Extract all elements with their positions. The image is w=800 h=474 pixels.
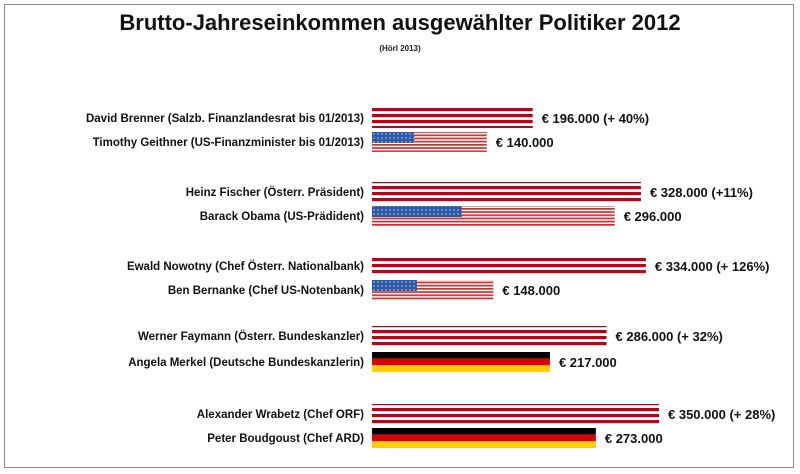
bar-group: Ben Bernanke (Chef US-Notenbank) € 148.00… bbox=[168, 280, 560, 300]
data-label: € 296.000 bbox=[624, 209, 682, 224]
bar bbox=[372, 326, 607, 346]
category-label: Peter Boudgoust (Chef ARD) bbox=[207, 433, 364, 445]
bar-group: Werner Faymann (Österr. Bundeskanzler) € … bbox=[138, 326, 723, 346]
chart-subtitle: (Hörl 2013) bbox=[379, 44, 421, 53]
data-label: € 140.000 bbox=[496, 135, 554, 150]
data-label: € 148.000 bbox=[502, 283, 560, 298]
data-label: € 273.000 bbox=[605, 431, 663, 446]
bar-stripe-red bbox=[372, 434, 596, 442]
bar-group: Heinz Fischer (Österr. Präsident) € 328.0… bbox=[186, 182, 753, 202]
bar bbox=[372, 182, 641, 202]
data-label: € 328.000 (+11%) bbox=[650, 185, 753, 200]
category-label: David Brenner (Salzb. Finanzlandesrat bi… bbox=[86, 113, 364, 125]
bar-group: Alexander Wrabetz (Chef ORF) € 350.000 (+… bbox=[197, 404, 775, 424]
bar-group: David Brenner (Salzb. Finanzlandesrat bi… bbox=[86, 108, 649, 128]
data-label: € 334.000 (+ 126%) bbox=[655, 259, 770, 274]
data-label: € 350.000 (+ 28%) bbox=[668, 407, 775, 422]
chart-title: Brutto-Jahreseinkommen ausgewählter Poli… bbox=[119, 10, 681, 35]
bar-group: Peter Boudgoust (Chef ARD) € 273.000 bbox=[207, 428, 663, 448]
category-label: Werner Faymann (Österr. Bundeskanzler) bbox=[138, 330, 364, 343]
bar-canton bbox=[372, 132, 415, 143]
bar-canton bbox=[372, 206, 462, 217]
bar-group: Barack Obama (US-Prädident) € 296.000 bbox=[200, 206, 682, 226]
category-label: Alexander Wrabetz (Chef ORF) bbox=[197, 409, 364, 421]
bar bbox=[372, 256, 646, 276]
data-label: € 217.000 bbox=[559, 355, 617, 370]
bar-stripe-gold bbox=[372, 365, 550, 372]
category-label: Angela Merkel (Deutsche Bundeskanzlerin) bbox=[128, 357, 364, 369]
category-label: Barack Obama (US-Prädident) bbox=[200, 211, 364, 223]
bar bbox=[372, 352, 550, 359]
bar-group: Ewald Nowotny (Chef Österr. Nationalbank… bbox=[127, 256, 770, 276]
bar-stripe-red bbox=[372, 358, 550, 366]
chart-frame bbox=[4, 4, 794, 468]
category-label: Ben Bernanke (Chef US-Notenbank) bbox=[168, 285, 364, 297]
bar-canton bbox=[372, 280, 417, 291]
category-label: Timothy Geithner (US-Finanzminister bis … bbox=[93, 137, 365, 149]
bar bbox=[372, 428, 596, 435]
bar-stripe-gold bbox=[372, 441, 596, 448]
bar bbox=[372, 404, 659, 424]
bar bbox=[372, 108, 533, 128]
category-label: Ewald Nowotny (Chef Österr. Nationalbank… bbox=[127, 260, 364, 273]
data-label: € 286.000 (+ 32%) bbox=[616, 329, 723, 344]
category-label: Heinz Fischer (Österr. Präsident) bbox=[186, 186, 364, 199]
bar-group: Angela Merkel (Deutsche Bundeskanzlerin)… bbox=[128, 352, 617, 372]
data-label: € 196.000 (+ 40%) bbox=[542, 111, 649, 126]
bar-group: Timothy Geithner (US-Finanzminister bis … bbox=[93, 132, 554, 152]
